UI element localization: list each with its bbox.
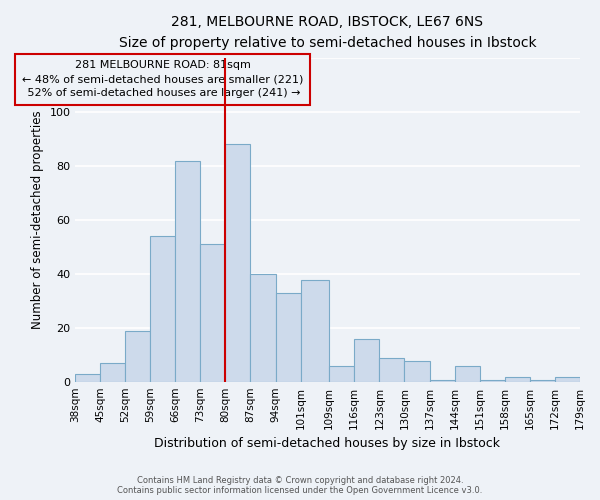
Bar: [430, 380, 455, 382]
Bar: [75, 374, 100, 382]
Y-axis label: Number of semi-detached properties: Number of semi-detached properties: [31, 110, 44, 330]
Bar: [175, 160, 200, 382]
Bar: [125, 331, 150, 382]
Bar: [555, 377, 580, 382]
Bar: [226, 144, 250, 382]
Bar: [479, 380, 505, 382]
Bar: [355, 339, 379, 382]
Bar: [530, 380, 555, 382]
Bar: [505, 377, 530, 382]
Text: Contains HM Land Registry data © Crown copyright and database right 2024.
Contai: Contains HM Land Registry data © Crown c…: [118, 476, 482, 495]
Bar: [250, 274, 275, 382]
Title: 281, MELBOURNE ROAD, IBSTOCK, LE67 6NS
Size of property relative to semi-detache: 281, MELBOURNE ROAD, IBSTOCK, LE67 6NS S…: [119, 15, 536, 50]
Bar: [455, 366, 479, 382]
Bar: [275, 293, 301, 382]
Bar: [379, 358, 404, 382]
Bar: [329, 366, 355, 382]
Bar: [150, 236, 175, 382]
X-axis label: Distribution of semi-detached houses by size in Ibstock: Distribution of semi-detached houses by …: [154, 437, 500, 450]
Bar: [301, 280, 329, 382]
Text: 281 MELBOURNE ROAD: 81sqm
← 48% of semi-detached houses are smaller (221)
 52% o: 281 MELBOURNE ROAD: 81sqm ← 48% of semi-…: [22, 60, 304, 98]
Bar: [404, 360, 430, 382]
Bar: [100, 364, 125, 382]
Bar: [200, 244, 226, 382]
